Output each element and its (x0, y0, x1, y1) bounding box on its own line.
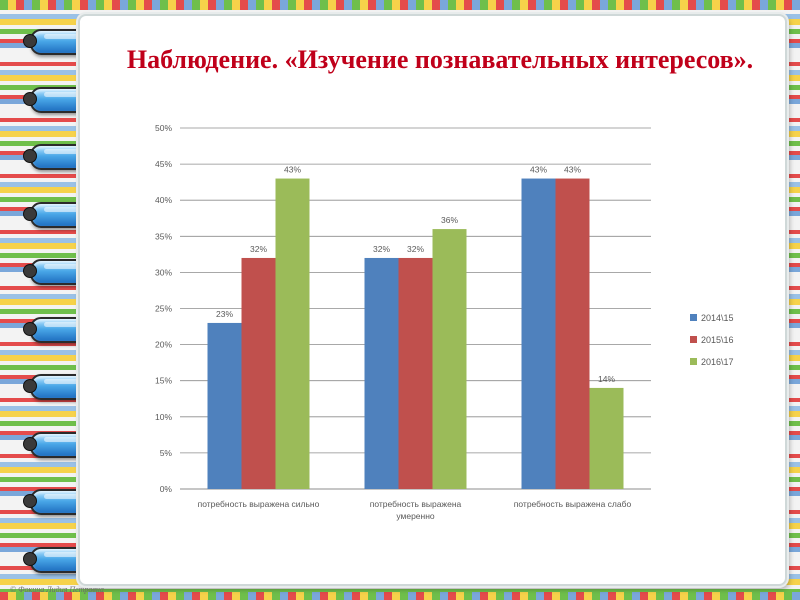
data-label: 32% (373, 244, 390, 254)
bar-2 (241, 257, 276, 489)
y-tick-label: 10% (155, 412, 172, 422)
data-label: 43% (284, 165, 301, 175)
bottom-decor-strip (0, 592, 800, 600)
slide-title: Наблюдение. «Изучение познавательных инт… (126, 45, 754, 74)
data-label: 14% (598, 374, 615, 384)
data-label: 43% (530, 165, 547, 175)
legend-swatch (690, 358, 697, 365)
legend-label: 2015\16 (701, 335, 734, 345)
top-decor-strip (0, 0, 800, 10)
y-tick-label: 5% (160, 448, 173, 458)
legend-label: 2014\15 (701, 313, 734, 323)
legend-label: 2016\17 (701, 357, 734, 367)
data-label: 32% (250, 244, 267, 254)
data-label: 23% (216, 309, 233, 319)
bar-2 (398, 257, 433, 489)
legend-swatch (690, 336, 697, 343)
y-tick-label: 35% (155, 231, 172, 241)
bar-3 (589, 387, 624, 489)
x-category-label: потребность выражена слабо (514, 499, 632, 509)
bar-1 (364, 257, 399, 489)
author-footer: © Фокина Лидия Петровна (10, 585, 104, 594)
data-label: 36% (441, 215, 458, 225)
y-tick-label: 45% (155, 159, 172, 169)
y-tick-label: 20% (155, 340, 172, 350)
x-category-label: потребность выражена (370, 499, 462, 509)
legend-swatch (690, 314, 697, 321)
bar-1 (521, 178, 556, 490)
y-tick-label: 25% (155, 304, 172, 314)
data-label: 32% (407, 244, 424, 254)
x-category-label: потребность выражена сильно (198, 499, 320, 509)
bar-1 (207, 322, 242, 489)
y-tick-label: 0% (160, 484, 173, 494)
bar-3 (275, 178, 310, 490)
y-tick-label: 50% (155, 123, 172, 133)
y-tick-label: 30% (155, 267, 172, 277)
bar-2 (555, 178, 590, 490)
y-tick-label: 15% (155, 376, 172, 386)
data-label: 43% (564, 165, 581, 175)
x-category-label: умеренно (396, 511, 435, 521)
y-tick-label: 40% (155, 195, 172, 205)
bar-3 (432, 229, 467, 489)
